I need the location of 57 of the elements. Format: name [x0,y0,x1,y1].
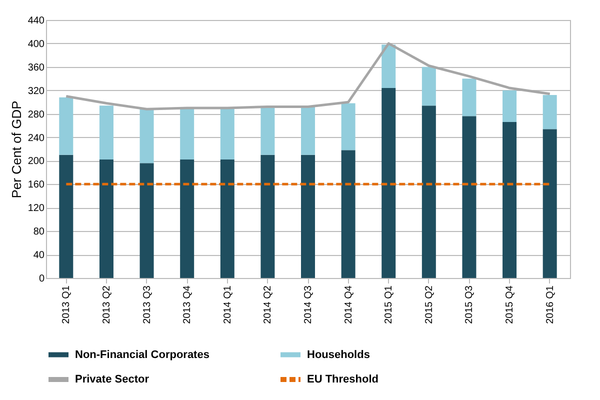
x-tick-label: 2014 Q1 [222,285,234,324]
bar [341,103,356,150]
y-tick-label: 200 [28,156,45,168]
y-tick-label: 40 [33,250,45,262]
bar [422,66,436,106]
x-tick-label: 2014 Q4 [343,285,354,324]
bar [542,129,557,278]
y-tick-label: 440 [28,16,45,26]
bar [260,154,275,278]
x-tick-label: 2014 Q2 [262,285,274,324]
bar [180,108,194,160]
y-tick-label: 400 [28,38,45,50]
legend-label: EU Threshold [307,374,379,386]
x-tick-label: 2013 Q1 [61,285,72,324]
bar [220,160,234,278]
bar [301,154,315,278]
y-axis-title: Per Cent of GDP [8,100,24,198]
y-tick-label: 0 [38,274,45,284]
y-tick-label: 280 [28,109,45,120]
x-tick-label: 2014 Q3 [303,285,314,324]
y-tick-label: 320 [28,86,45,97]
y-tick-label: 80 [33,226,45,238]
bar [99,106,114,160]
bar [301,106,315,155]
y-tick-label: 240 [28,132,45,144]
bar [341,150,356,278]
legend-label: Private Sector [75,374,150,386]
x-tick-label: 2016 Q1 [544,285,556,324]
legend-label: Households [307,348,370,361]
y-tick-label: 360 [28,62,45,74]
bar [462,116,476,278]
x-tick-label: 2013 Q4 [182,285,194,324]
bar [180,160,194,278]
x-tick-label: 2015 Q2 [424,285,435,324]
y-tick-label: 120 [28,203,45,214]
x-tick-label: 2015 Q3 [464,285,476,324]
x-tick-label: 2013 Q2 [101,285,112,324]
bar [59,97,74,155]
bar [422,106,436,278]
bar [140,109,154,164]
bar [140,163,154,278]
x-tick-label: 2015 Q1 [384,285,395,324]
legend-label: Non-Financial Corporates [75,348,210,361]
line-series [64,42,552,110]
bar [382,88,396,278]
bar [382,44,396,88]
bar [260,106,275,155]
bar [462,78,476,116]
y-tick-label: 160 [28,180,45,191]
bar [542,95,557,130]
x-tick-label: 2015 Q4 [504,285,516,324]
x-tick-label: 2013 Q3 [142,285,153,324]
bar [502,122,517,278]
bar [99,160,114,278]
bar [59,154,74,278]
bar [220,108,234,160]
bar [502,90,517,122]
